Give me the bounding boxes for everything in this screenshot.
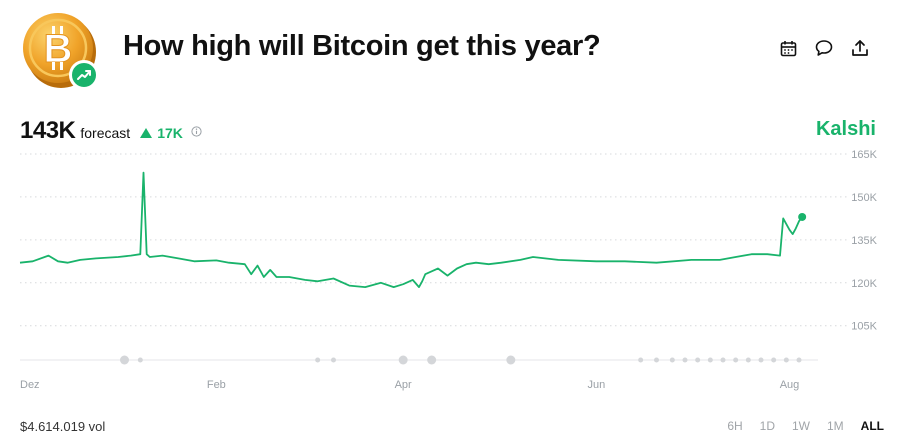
event-marker[interactable]: [669, 357, 675, 363]
series-endpoint: [798, 212, 807, 221]
header-actions: [778, 38, 870, 58]
event-marker[interactable]: [638, 357, 644, 363]
event-marker[interactable]: [331, 357, 336, 363]
comment-icon: [815, 40, 833, 56]
series-line-forecast: [19, 171, 803, 288]
volume-label: $4.614.019 vol: [20, 419, 106, 434]
trending-up-icon: [77, 70, 91, 80]
event-marker[interactable]: [745, 357, 751, 363]
calendar-button[interactable]: [778, 38, 798, 58]
y-axis-ticks: 165K 150K 135K 120K 105K: [851, 149, 877, 333]
event-marker[interactable]: [120, 355, 129, 365]
chart-grid: [20, 153, 848, 327]
event-marker[interactable]: [315, 357, 321, 363]
event-marker[interactable]: [771, 357, 777, 363]
calendar-icon: [780, 40, 796, 56]
range-button-1m[interactable]: 1M: [827, 419, 844, 433]
price-chart: 165K 150K 135K 120K 105K Dez Feb Apr Jun Aug: [19, 149, 878, 391]
time-range-selector: 6H 1D 1W 1M ALL: [727, 419, 884, 433]
page-title: How high will Bitcoin get this year?: [123, 30, 601, 62]
event-marker-track: [20, 355, 818, 365]
event-marker[interactable]: [506, 355, 516, 365]
y-tick-label: 135K: [851, 235, 877, 247]
share-button[interactable]: [850, 38, 870, 58]
event-marker[interactable]: [707, 357, 713, 363]
event-marker[interactable]: [398, 355, 408, 365]
forecast-delta-value: 17K: [157, 125, 183, 141]
x-axis-ticks: Dez Feb Apr Jun Aug: [20, 379, 799, 391]
y-tick-label: 165K: [851, 149, 877, 161]
range-button-all[interactable]: ALL: [860, 419, 884, 433]
range-button-1w[interactable]: 1W: [792, 419, 810, 433]
kalshi-logo: Kalshi: [815, 118, 876, 140]
svg-text:B: B: [44, 27, 73, 71]
event-marker[interactable]: [733, 357, 739, 363]
forecast-value: 143K: [20, 117, 76, 144]
arrow-up-icon: [140, 128, 153, 138]
event-marker[interactable]: [427, 355, 437, 365]
event-marker[interactable]: [796, 357, 802, 363]
comment-button[interactable]: [814, 38, 834, 58]
x-tick-label: Jun: [587, 379, 605, 391]
trending-up-badge: [69, 60, 99, 90]
forecast-summary: 143K forecast 17K: [20, 117, 202, 145]
forecast-delta: 17K: [140, 125, 183, 141]
y-tick-label: 105K: [851, 321, 877, 333]
event-marker[interactable]: [783, 357, 789, 363]
event-marker[interactable]: [137, 357, 143, 363]
event-marker[interactable]: [695, 357, 701, 363]
event-marker[interactable]: [682, 357, 688, 363]
forecast-label: forecast: [80, 125, 131, 141]
y-tick-label: 150K: [851, 192, 877, 204]
x-tick-label: Dez: [20, 379, 40, 391]
share-icon: [852, 40, 868, 56]
y-tick-label: 120K: [851, 278, 877, 290]
x-tick-label: Feb: [207, 379, 226, 391]
range-button-1d[interactable]: 1D: [759, 419, 775, 433]
event-marker[interactable]: [758, 357, 764, 363]
event-marker[interactable]: [654, 357, 659, 363]
range-button-6h[interactable]: 6H: [727, 419, 743, 433]
event-marker[interactable]: [720, 357, 726, 363]
x-tick-label: Apr: [395, 379, 412, 391]
info-icon[interactable]: [191, 125, 202, 137]
x-tick-label: Aug: [780, 379, 800, 391]
